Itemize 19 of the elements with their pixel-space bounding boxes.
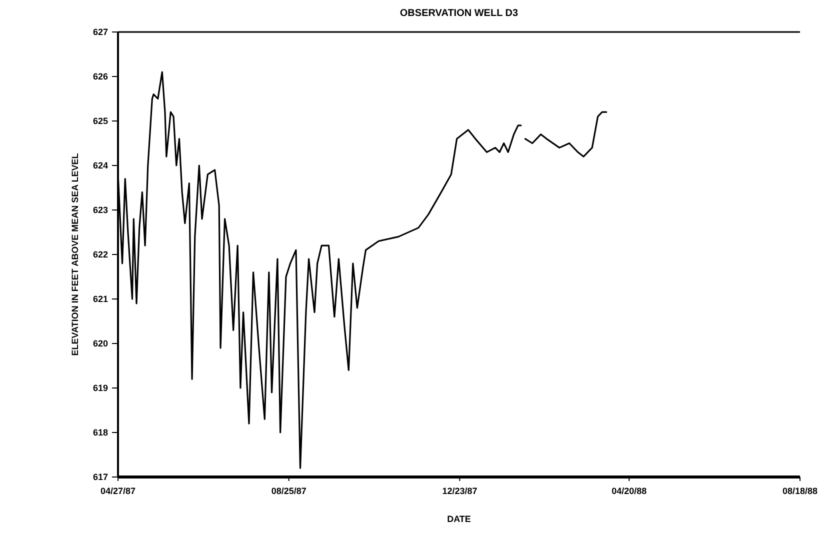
chart-title: OBSERVATION WELL D3	[400, 8, 519, 19]
y-tick-label: 619	[92, 383, 108, 394]
y-tick-label: 620	[92, 338, 108, 349]
x-tick-label: 08/18/88	[782, 486, 818, 496]
y-tick-label: 623	[92, 205, 108, 216]
y-tick-label: 622	[92, 250, 108, 260]
y-tick-label: 617	[92, 472, 108, 482]
x-axis-title: DATE	[447, 514, 471, 524]
x-tick-label: 08/25/87	[271, 486, 306, 496]
y-tick-label: 626	[92, 72, 108, 82]
y-tick-label: 621	[92, 294, 108, 304]
y-tick-label: 624	[92, 160, 108, 171]
x-tick-label: 12/23/87	[442, 486, 478, 496]
y-tick-label: 618	[92, 428, 108, 438]
y-axis-title: ELEVATION IN FEET ABOVE MEAN SEA LEVEL	[70, 152, 80, 356]
y-tick-label: 627	[92, 27, 108, 38]
y-tick-label: 625	[92, 116, 108, 126]
x-tick-label: 04/27/87	[100, 486, 136, 496]
x-tick-label: 04/20/88	[612, 486, 647, 496]
